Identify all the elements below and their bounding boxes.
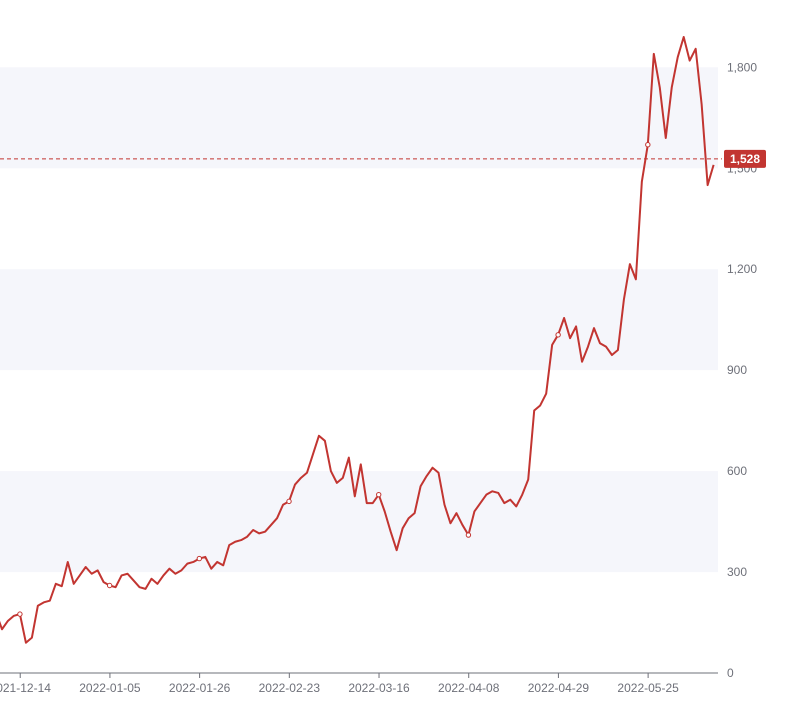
background-band [0,67,718,169]
series-point [645,141,651,148]
series-line [0,36,715,644]
y-tick-label: 1,200 [727,262,757,276]
series-point [286,498,292,505]
y-tick-label: 0 [727,666,734,680]
y-tick-label: 600 [727,464,747,478]
x-axis-ticks: 2021-12-14 2022-01-05 2022-01-26 2022-02-23… [0,673,679,695]
x-tick-label: 2022-04-29 [528,681,590,695]
background-band [0,269,718,371]
series-point [555,332,561,338]
series-markers [17,141,651,617]
y-tick-label: 1,800 [727,60,757,74]
x-tick-label: 2022-04-08 [438,681,500,695]
background-band [0,471,718,573]
marker-badge-box [724,149,766,168]
series-point [106,582,113,589]
series-point [376,491,382,498]
y-tick-label: 900 [727,363,747,377]
x-tick-label: 2021-12-14 [0,681,51,695]
series-point [465,532,472,538]
y-tick-label: 300 [727,565,747,579]
series-point [196,555,203,562]
x-tick-label: 2022-02-23 [259,681,321,695]
marker-badge: 1,528 [724,149,766,168]
series-point [17,611,23,617]
x-tick-label: 2022-01-05 [79,681,141,695]
x-tick-label: 2022-01-26 [169,681,231,695]
background-bands [0,67,718,573]
x-tick-label: 2022-05-25 [617,681,679,695]
marker-badge-label: 1,528 [730,152,760,166]
x-tick-label: 2022-03-16 [348,681,410,695]
